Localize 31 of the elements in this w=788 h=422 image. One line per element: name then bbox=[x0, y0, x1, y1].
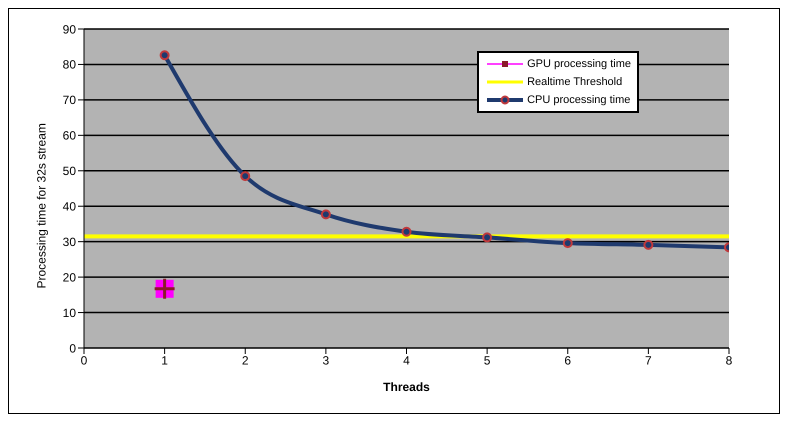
y-tick-label: 10 bbox=[62, 306, 76, 320]
x-tick-label: 6 bbox=[564, 354, 572, 368]
legend-label: GPU processing time bbox=[527, 58, 631, 70]
y-tick-label: 30 bbox=[62, 234, 76, 249]
point bbox=[643, 240, 654, 250]
y-tick-label: 40 bbox=[62, 199, 76, 214]
point bbox=[160, 50, 170, 60]
x-tick-label: 4 bbox=[403, 354, 410, 368]
point bbox=[240, 171, 250, 182]
point bbox=[482, 232, 492, 242]
x-tick-label: 3 bbox=[322, 354, 330, 368]
x-tick-label: 7 bbox=[645, 354, 652, 368]
y-axis-title: Processing time for 32s stream bbox=[34, 123, 48, 288]
x-tick-label: 2 bbox=[242, 354, 249, 368]
x-axis-title: Threads bbox=[383, 380, 430, 394]
x-tick-label: 5 bbox=[484, 354, 491, 368]
point bbox=[320, 209, 331, 220]
y-tick-label: 60 bbox=[62, 128, 76, 143]
legend-label: Realtime Threshold bbox=[527, 76, 622, 88]
x-tick-label: 1 bbox=[161, 354, 168, 368]
x-tick-label: 0 bbox=[80, 354, 88, 368]
x-tick-label: 8 bbox=[726, 354, 733, 368]
y-tick-label: 90 bbox=[62, 22, 76, 36]
point bbox=[562, 238, 573, 248]
point bbox=[402, 226, 412, 237]
y-tick-label: 80 bbox=[62, 58, 76, 72]
y-tick-label: 20 bbox=[62, 270, 76, 284]
y-tick-label: 50 bbox=[62, 164, 76, 178]
legend-label: CPU processing time bbox=[527, 94, 630, 106]
y-tick-label: 70 bbox=[62, 93, 76, 108]
y-tick-label: 0 bbox=[69, 341, 76, 356]
